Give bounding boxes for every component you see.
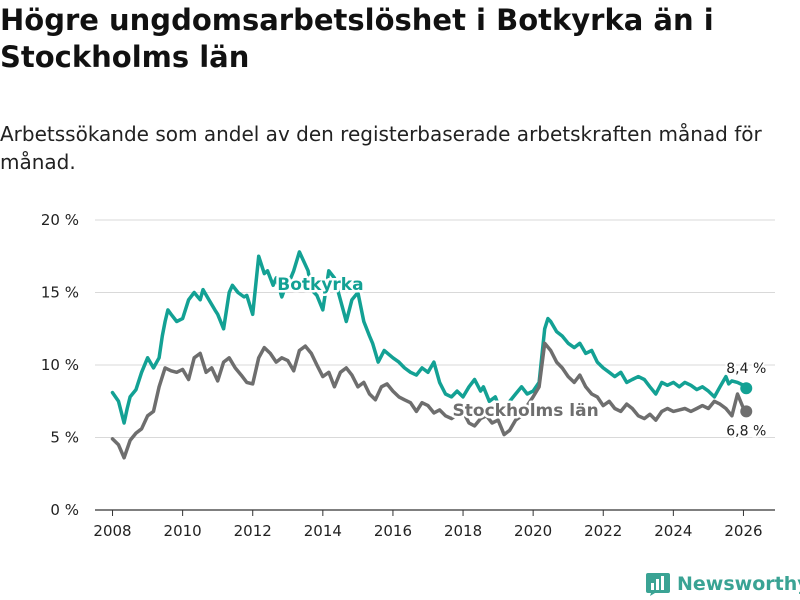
y-tick-label: 5 %: [50, 429, 79, 447]
series-name-label-botkyrka: Botkyrka: [277, 275, 363, 295]
series-line-botkyrka: [110, 250, 749, 425]
x-tick-label: 2016: [374, 522, 412, 540]
series-lines: [110, 250, 753, 460]
page-title: Högre ungdomsarbetslöshet i Botkyrka än …: [0, 3, 714, 74]
end-point-stockholms-lan: [740, 405, 753, 418]
end-value-label-stockholms-lan: 6,8 %: [726, 423, 766, 439]
series-name-label-stockholms-lan: Stockholms län: [453, 401, 599, 421]
axes: 0 % 5 % 10 % 15 % 20 % 2008 2010 2012 2014 2016 20…: [41, 211, 763, 540]
series-line-stockholms-lan: [110, 341, 749, 460]
series-labels: 8,4 % 6,8 % Botkyrka Stockholms län: [275, 272, 769, 441]
chart-subtitle: Arbetssökande som andel av den registerb…: [0, 122, 762, 174]
x-tick-label: 2014: [304, 522, 342, 540]
grid-lines: [95, 219, 775, 511]
brand-logo[interactable]: Newsworthy: [645, 570, 800, 598]
end-value-label-botkyrka: 8,4 %: [726, 361, 766, 377]
bar-chart-logo-icon: [646, 573, 670, 596]
x-tick-label: 2024: [654, 522, 692, 540]
brand-name: Newsworthy: [677, 573, 800, 595]
y-tick-label: 15 %: [41, 284, 79, 302]
x-tick-label: 2022: [584, 522, 622, 540]
x-tick-label: 2008: [93, 522, 131, 540]
x-tick-label: 2018: [444, 522, 482, 540]
y-tick-label: 10 %: [41, 356, 79, 374]
x-tick-label: 2012: [234, 522, 272, 540]
x-tick-label: 2010: [164, 522, 202, 540]
y-tick-label: 20 %: [41, 211, 79, 229]
y-tick-label: 0 %: [50, 501, 79, 519]
end-point-botkyrka: [740, 382, 753, 395]
x-tick-label: 2026: [724, 522, 762, 540]
x-tick-label: 2020: [514, 522, 552, 540]
